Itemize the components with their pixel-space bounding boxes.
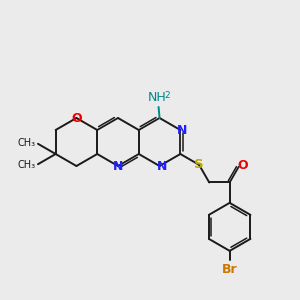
Text: NH: NH — [148, 91, 167, 104]
Text: N: N — [113, 160, 123, 172]
Text: O: O — [71, 112, 82, 124]
Text: Br: Br — [222, 263, 238, 276]
Text: S: S — [194, 158, 204, 171]
Text: CH₃: CH₃ — [18, 138, 36, 148]
Text: CH₃: CH₃ — [18, 160, 36, 170]
Text: O: O — [237, 159, 248, 172]
Text: 2: 2 — [165, 91, 170, 100]
Text: N: N — [156, 160, 167, 172]
Text: N: N — [177, 124, 188, 136]
